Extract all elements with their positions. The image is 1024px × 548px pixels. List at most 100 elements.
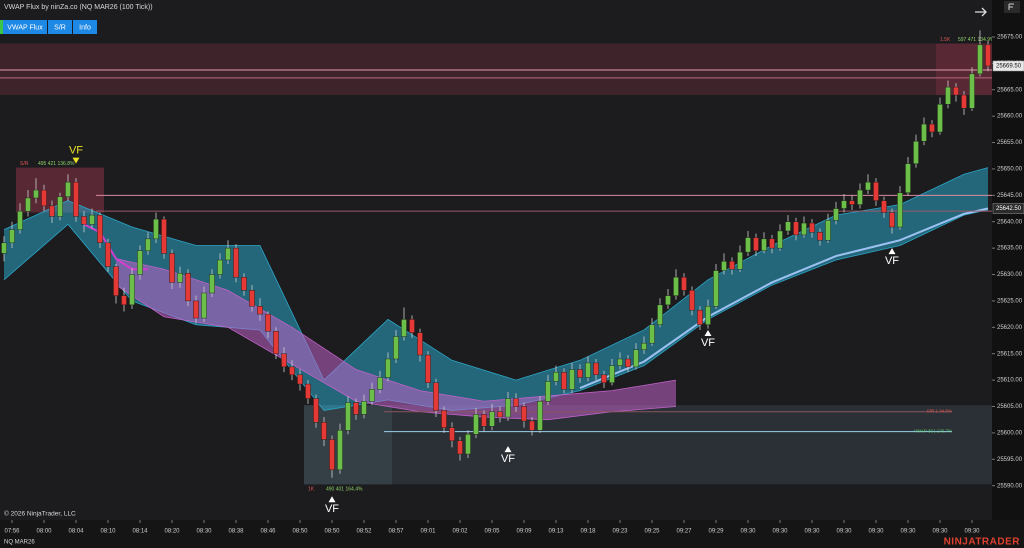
candle-body (817, 232, 823, 241)
candle-body (409, 319, 415, 333)
candle-body (121, 295, 127, 306)
candle-body (881, 200, 887, 213)
x-tick-label: 09:30 (740, 529, 756, 535)
candle-body (985, 44, 991, 67)
candle-body (633, 349, 639, 368)
candle-body (673, 276, 679, 296)
candle-body (481, 414, 487, 427)
zone-tag: S/R (20, 161, 29, 167)
candle-body (585, 362, 591, 378)
button[interactable]: Info (73, 20, 97, 34)
signal-marker (328, 496, 336, 503)
x-tick-label: 08:00 (36, 529, 52, 535)
x-tick-label: 08:50 (324, 529, 340, 535)
candle-body (65, 181, 71, 197)
signal-marker (704, 329, 712, 336)
x-tick-label: 09:13 (548, 529, 564, 535)
x-tick-label: 09:30 (804, 529, 820, 535)
candle-body (393, 336, 399, 360)
candle-body (281, 353, 287, 368)
candle-body (305, 383, 311, 399)
y-tick-label: 25605.00 (997, 404, 1023, 410)
x-tick-label: 09:18 (580, 529, 596, 535)
button-label[interactable]: S/R (54, 24, 66, 31)
candle-body (33, 189, 39, 199)
x-tick-label: 09:01 (420, 529, 436, 535)
candle-body (473, 414, 479, 435)
candle-body (593, 362, 599, 376)
candle-body (377, 377, 383, 390)
candle-body (145, 238, 151, 251)
candle-body (169, 253, 175, 283)
x-tick-label: 08:46 (260, 529, 276, 535)
candle-body (337, 430, 343, 471)
x-tick-label: 07:56 (4, 529, 20, 535)
candle-body (129, 274, 135, 306)
x-tick-label: 08:38 (228, 529, 244, 535)
button[interactable]: S/R (48, 20, 72, 34)
x-tick-label: 09:30 (964, 529, 980, 535)
zone-stats: 490 401 164.4% (326, 487, 363, 493)
candle-body (289, 366, 295, 376)
candle-body (641, 342, 647, 350)
x-tick-label: 08:20 (164, 529, 180, 535)
candle-body (9, 229, 15, 244)
y-tick-label: 25625.00 (997, 298, 1023, 304)
candle-body (625, 358, 631, 368)
candle-body (73, 181, 79, 217)
signal-label: VF (69, 145, 83, 157)
y-tick-label: 25635.00 (997, 246, 1023, 252)
x-tick-label: 08:04 (68, 529, 84, 535)
candle-body (241, 276, 247, 291)
y-tick-label: 25640.00 (997, 219, 1023, 225)
y-tick-label: 25650.00 (997, 167, 1023, 173)
axes: 25590.00 25595.00 25600.00 25605.00 25610.00… (4, 35, 1024, 535)
button-label[interactable]: VWAP Flux (7, 24, 43, 31)
zone (0, 43, 992, 96)
candle-body (273, 331, 279, 354)
candle-body (57, 196, 63, 217)
candle-body (249, 290, 255, 307)
candle-body (489, 411, 495, 427)
level-label: S/R 1 34.5% (927, 408, 952, 413)
candle-body (681, 276, 687, 291)
candle-body (769, 238, 775, 249)
zone (304, 405, 992, 485)
candle-body (201, 292, 207, 319)
x-tick-label: 09:23 (612, 529, 628, 535)
candle-body (81, 216, 87, 225)
button-label[interactable]: Info (79, 24, 91, 31)
signal-marker (72, 157, 80, 164)
x-tick-label: 09:27 (676, 529, 692, 535)
y-tick-label: 25590.00 (997, 483, 1023, 489)
arrow-icon[interactable] (975, 7, 987, 17)
candle-body (433, 382, 439, 411)
x-tick-label: 09:30 (868, 529, 884, 535)
candle-body (137, 250, 143, 275)
button[interactable]: VWAP Flux (3, 20, 47, 34)
candle-body (161, 218, 167, 254)
candle-body (737, 251, 743, 270)
y-tick-label: 25665.00 (997, 87, 1023, 93)
x-tick-label: 09:25 (644, 529, 660, 535)
candle-body (689, 290, 695, 311)
candle-body (49, 205, 55, 217)
x-tick-label: 08:30 (196, 529, 212, 535)
candle-body (649, 324, 655, 344)
candle-body (177, 272, 183, 283)
indicator-line (579, 207, 989, 389)
copyright: © 2026 NinjaTrader, LLC (4, 510, 76, 518)
zone-tag: 1K (308, 487, 315, 493)
candle-body (361, 401, 367, 415)
candle-body (537, 401, 543, 431)
candle-body (297, 374, 303, 385)
y-tick-label: 25595.00 (997, 457, 1023, 463)
candle-body (609, 365, 615, 383)
candle-body (897, 192, 903, 228)
candle-body (521, 406, 527, 422)
candle-body (753, 237, 759, 251)
x-tick-label: 09:02 (452, 529, 468, 535)
y-tick-label: 25630.00 (997, 272, 1023, 278)
candle-body (665, 295, 671, 306)
indicator-strip (0, 20, 3, 34)
